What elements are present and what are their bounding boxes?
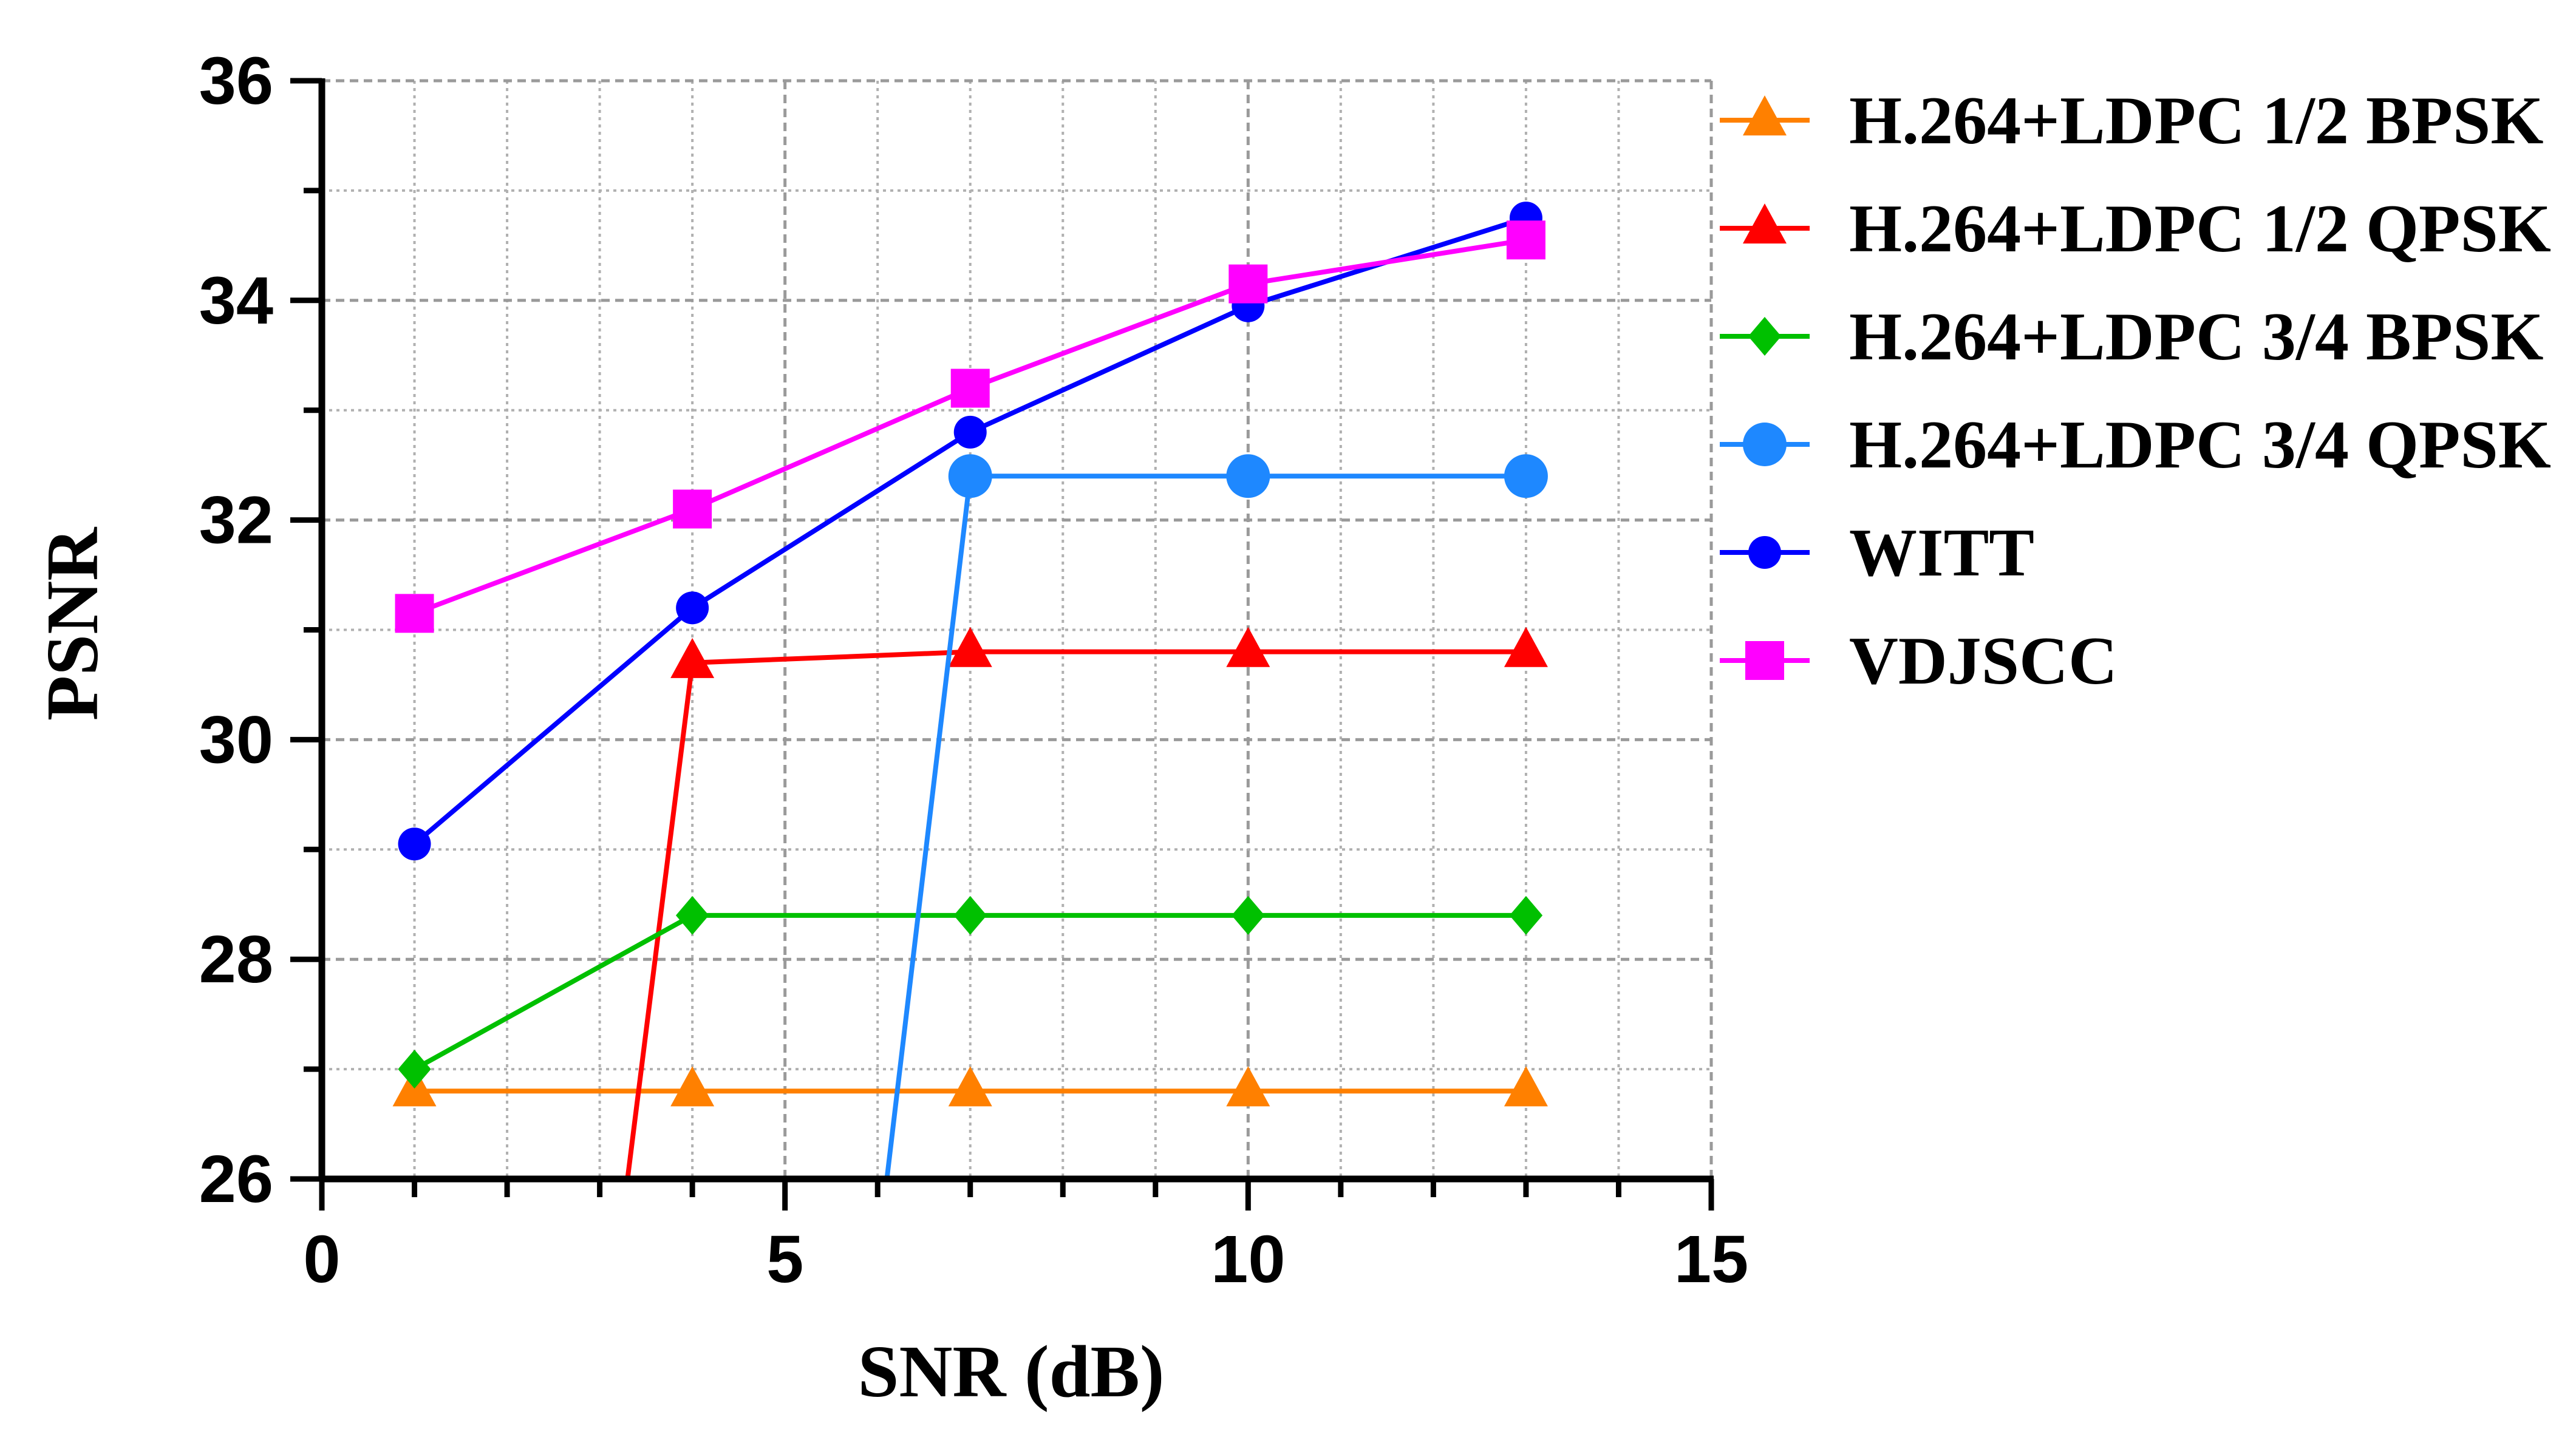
series-line (884, 474, 1526, 1180)
legend-item: VDJSCC (1720, 623, 2118, 699)
data-point (395, 594, 434, 633)
data-point (670, 1066, 715, 1107)
legend-marker (1748, 536, 1781, 569)
y-tick-label: 32 (199, 483, 273, 558)
data-point (676, 591, 709, 625)
legend: H.264+LDPC 1/2 BPSK H.264+LDPC 1/2 QPSK H.… (1720, 83, 2551, 699)
y-tick-label: 36 (199, 44, 273, 118)
y-axis-label: PSNR (32, 526, 114, 721)
x-tick-label: 0 (303, 1222, 340, 1297)
data-point (950, 368, 990, 408)
data-point (1226, 1066, 1270, 1107)
series-5 (395, 220, 1545, 633)
data-point (1504, 627, 1548, 667)
data-point (948, 1066, 992, 1107)
data-point (953, 415, 987, 449)
legend-label: H.264+LDPC 1/2 QPSK (1849, 191, 2551, 267)
data-point (670, 637, 715, 678)
legend-label: H.264+LDPC 3/4 QPSK (1849, 407, 2551, 483)
data-point (675, 895, 709, 935)
legend-label: H.264+LDPC 1/2 BPSK (1849, 83, 2543, 158)
legend-label: WITT (1849, 515, 2034, 591)
y-tick-label: 28 (199, 922, 273, 997)
series-layer (392, 202, 1548, 1180)
x-tick-label: 15 (1674, 1222, 1748, 1297)
legend-marker (1748, 317, 1782, 356)
legend-marker (1743, 95, 1787, 136)
legend-item: H.264+LDPC 3/4 BPSK (1720, 299, 2543, 375)
data-point (948, 627, 992, 667)
axis-labels: SNR (dB) PSNR (32, 526, 1165, 1413)
x-tick-label: 10 (1211, 1222, 1285, 1297)
data-point (1504, 1066, 1548, 1107)
series-line (412, 216, 1527, 846)
legend-marker (1743, 203, 1787, 244)
legend-item: H.264+LDPC 1/2 QPSK (1720, 191, 2551, 267)
series-2 (398, 895, 1543, 1089)
data-point (948, 454, 992, 498)
series-0 (392, 1066, 1548, 1107)
axes: 0 5 10 15 26 28 30 32 34 36 (199, 44, 1749, 1297)
data-point (1226, 454, 1270, 498)
x-tick-label: 5 (766, 1222, 803, 1297)
legend-label: H.264+LDPC 3/4 BPSK (1849, 299, 2543, 375)
legend-label: VDJSCC (1849, 623, 2118, 699)
data-point (673, 489, 712, 529)
data-point (953, 895, 987, 935)
data-point (1509, 895, 1543, 935)
y-tick-label: 30 (199, 702, 273, 777)
y-tick-label: 26 (199, 1142, 273, 1217)
legend-marker (1745, 641, 1784, 680)
series-1 (625, 627, 1548, 1180)
data-point (1504, 454, 1548, 498)
legend-item: WITT (1720, 515, 2034, 591)
x-axis-label: SNR (dB) (857, 1331, 1164, 1413)
data-point (1226, 627, 1270, 667)
data-point (398, 1050, 431, 1089)
legend-marker (1743, 423, 1787, 466)
data-point (1506, 220, 1545, 260)
data-point (1228, 264, 1268, 304)
y-tick-label: 34 (199, 263, 273, 338)
legend-item: H.264+LDPC 3/4 QPSK (1720, 407, 2551, 483)
data-point (398, 827, 431, 861)
legend-item: H.264+LDPC 1/2 BPSK (1720, 83, 2543, 158)
series-3 (884, 454, 1548, 1180)
data-point (1232, 895, 1265, 935)
